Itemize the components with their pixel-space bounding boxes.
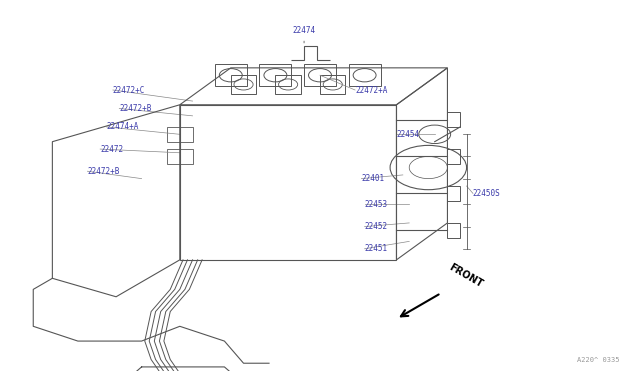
Text: 22474: 22474 <box>292 26 316 35</box>
Text: 22451: 22451 <box>365 244 388 253</box>
Text: 22450S: 22450S <box>473 189 500 198</box>
Text: 22472+A: 22472+A <box>355 86 387 94</box>
Text: A220^ 0335: A220^ 0335 <box>577 357 620 363</box>
Text: 22454: 22454 <box>396 130 420 139</box>
Text: 22401: 22401 <box>362 174 385 183</box>
Text: 22472: 22472 <box>100 145 124 154</box>
Text: 22472+B: 22472+B <box>119 104 152 113</box>
Text: 22472+C: 22472+C <box>113 86 145 94</box>
Text: 22474+A: 22474+A <box>106 122 139 131</box>
Text: 22472+B: 22472+B <box>88 167 120 176</box>
Text: FRONT: FRONT <box>447 262 484 289</box>
Text: 22452: 22452 <box>365 222 388 231</box>
Text: 22453: 22453 <box>365 200 388 209</box>
